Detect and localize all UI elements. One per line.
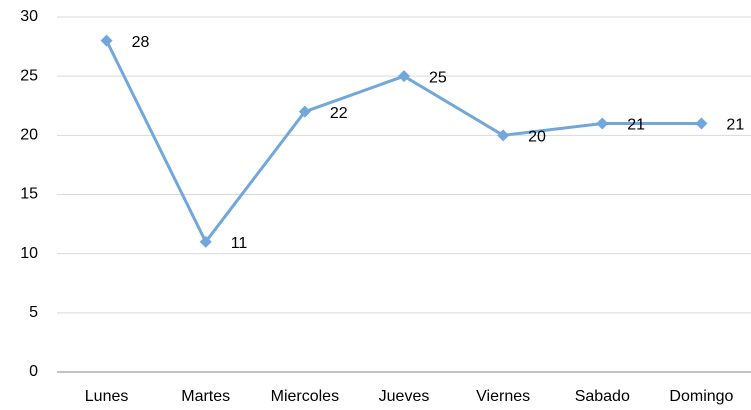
data-label: 20 xyxy=(528,129,546,146)
x-tick-label: Viernes xyxy=(476,388,530,405)
y-tick-label: 0 xyxy=(29,363,38,380)
marker xyxy=(398,70,410,83)
x-tick-label: Martes xyxy=(181,388,230,405)
y-tick-label: 5 xyxy=(29,304,38,321)
marker xyxy=(199,235,212,248)
y-tick-label: 25 xyxy=(20,67,38,84)
x-tick-label: Jueves xyxy=(379,388,430,405)
marker xyxy=(298,105,311,118)
x-tick-label: Sabado xyxy=(575,388,630,405)
marker xyxy=(100,34,113,47)
marker xyxy=(695,117,708,130)
data-label: 28 xyxy=(132,34,150,51)
x-tick-label: Lunes xyxy=(85,388,129,405)
x-tick-label: Domingo xyxy=(669,388,733,405)
marker xyxy=(596,117,609,130)
y-tick-label: 20 xyxy=(20,127,38,144)
data-label: 11 xyxy=(231,235,248,252)
data-label: 21 xyxy=(627,117,645,134)
data-label: 25 xyxy=(429,69,447,86)
data-label: 21 xyxy=(726,117,744,134)
y-tick-label: 30 xyxy=(20,8,38,25)
x-tick-label: Miercoles xyxy=(271,388,339,405)
marker xyxy=(497,129,510,142)
data-label: 22 xyxy=(330,105,348,122)
y-tick-label: 15 xyxy=(20,186,38,203)
y-tick-label: 10 xyxy=(20,245,38,262)
